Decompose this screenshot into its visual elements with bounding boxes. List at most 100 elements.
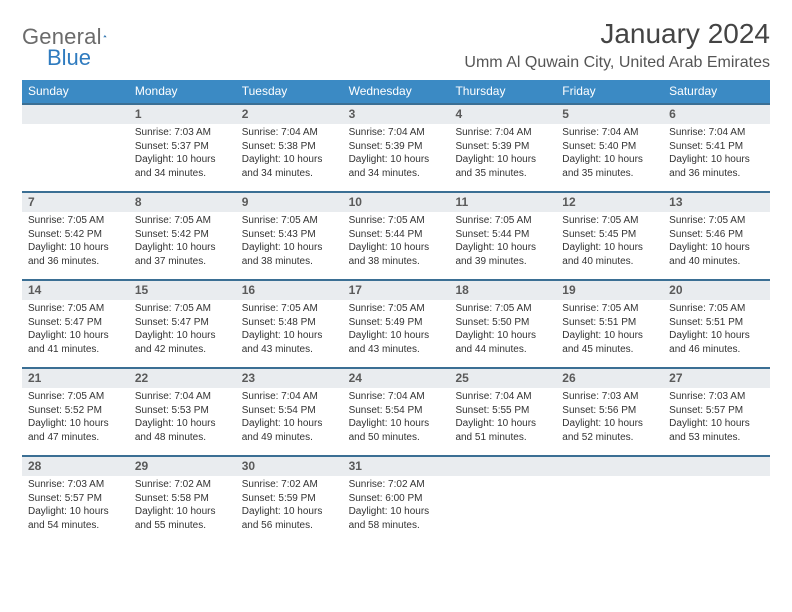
day-data xyxy=(556,476,663,482)
sunrise: Sunrise: 7:04 AM xyxy=(242,390,337,404)
sunset: Sunset: 5:58 PM xyxy=(135,492,230,506)
daylight: Daylight: 10 hours and 34 minutes. xyxy=(349,153,444,180)
sunset: Sunset: 5:38 PM xyxy=(242,140,337,154)
day-cell: 14Sunrise: 7:05 AMSunset: 5:47 PMDayligh… xyxy=(22,281,129,367)
daylight: Daylight: 10 hours and 38 minutes. xyxy=(349,241,444,268)
date-number: 11 xyxy=(449,193,556,212)
date-number: 24 xyxy=(343,369,450,388)
day-cell xyxy=(663,457,770,543)
location: Umm Al Quwain City, United Arab Emirates xyxy=(464,54,770,72)
sunrise: Sunrise: 7:05 AM xyxy=(455,302,550,316)
date-number: 16 xyxy=(236,281,343,300)
day-cell: 27Sunrise: 7:03 AMSunset: 5:57 PMDayligh… xyxy=(663,369,770,455)
daylight: Daylight: 10 hours and 58 minutes. xyxy=(349,505,444,532)
day-cell: 5Sunrise: 7:04 AMSunset: 5:40 PMDaylight… xyxy=(556,105,663,191)
month-title: January 2024 xyxy=(464,18,770,50)
day-cell: 3Sunrise: 7:04 AMSunset: 5:39 PMDaylight… xyxy=(343,105,450,191)
date-number xyxy=(556,457,663,476)
day-data: Sunrise: 7:05 AMSunset: 5:50 PMDaylight:… xyxy=(449,300,556,360)
sunset: Sunset: 5:37 PM xyxy=(135,140,230,154)
sunset: Sunset: 5:46 PM xyxy=(669,228,764,242)
date-number: 22 xyxy=(129,369,236,388)
day-cell: 13Sunrise: 7:05 AMSunset: 5:46 PMDayligh… xyxy=(663,193,770,279)
daylight: Daylight: 10 hours and 34 minutes. xyxy=(135,153,230,180)
week-row: 28Sunrise: 7:03 AMSunset: 5:57 PMDayligh… xyxy=(22,455,770,543)
sunrise: Sunrise: 7:03 AM xyxy=(135,126,230,140)
day-data xyxy=(663,476,770,482)
date-number: 14 xyxy=(22,281,129,300)
week-row: 7Sunrise: 7:05 AMSunset: 5:42 PMDaylight… xyxy=(22,191,770,279)
daylight: Daylight: 10 hours and 53 minutes. xyxy=(669,417,764,444)
sail-icon xyxy=(103,27,107,45)
day-cell: 23Sunrise: 7:04 AMSunset: 5:54 PMDayligh… xyxy=(236,369,343,455)
day-cell: 21Sunrise: 7:05 AMSunset: 5:52 PMDayligh… xyxy=(22,369,129,455)
day-data: Sunrise: 7:03 AMSunset: 5:37 PMDaylight:… xyxy=(129,124,236,184)
sunset: Sunset: 5:54 PM xyxy=(242,404,337,418)
day-cell: 2Sunrise: 7:04 AMSunset: 5:38 PMDaylight… xyxy=(236,105,343,191)
daylight: Daylight: 10 hours and 38 minutes. xyxy=(242,241,337,268)
sunrise: Sunrise: 7:03 AM xyxy=(28,478,123,492)
sunset: Sunset: 5:55 PM xyxy=(455,404,550,418)
sunrise: Sunrise: 7:05 AM xyxy=(562,214,657,228)
sunrise: Sunrise: 7:05 AM xyxy=(135,214,230,228)
day-cell: 6Sunrise: 7:04 AMSunset: 5:41 PMDaylight… xyxy=(663,105,770,191)
date-number: 31 xyxy=(343,457,450,476)
sunrise: Sunrise: 7:05 AM xyxy=(349,214,444,228)
day-data: Sunrise: 7:05 AMSunset: 5:46 PMDaylight:… xyxy=(663,212,770,272)
date-number: 1 xyxy=(129,105,236,124)
calendar-page: General January 2024 Umm Al Quwain City,… xyxy=(0,0,792,543)
sunset: Sunset: 5:47 PM xyxy=(135,316,230,330)
sunset: Sunset: 5:59 PM xyxy=(242,492,337,506)
daylight: Daylight: 10 hours and 46 minutes. xyxy=(669,329,764,356)
sunset: Sunset: 5:45 PM xyxy=(562,228,657,242)
day-data: Sunrise: 7:05 AMSunset: 5:47 PMDaylight:… xyxy=(129,300,236,360)
day-cell: 8Sunrise: 7:05 AMSunset: 5:42 PMDaylight… xyxy=(129,193,236,279)
sunrise: Sunrise: 7:05 AM xyxy=(242,214,337,228)
daylight: Daylight: 10 hours and 47 minutes. xyxy=(28,417,123,444)
day-data: Sunrise: 7:04 AMSunset: 5:39 PMDaylight:… xyxy=(343,124,450,184)
week-row: 21Sunrise: 7:05 AMSunset: 5:52 PMDayligh… xyxy=(22,367,770,455)
day-data xyxy=(22,124,129,130)
day-data: Sunrise: 7:05 AMSunset: 5:44 PMDaylight:… xyxy=(343,212,450,272)
daylight: Daylight: 10 hours and 35 minutes. xyxy=(455,153,550,180)
sunrise: Sunrise: 7:05 AM xyxy=(135,302,230,316)
day-cell: 25Sunrise: 7:04 AMSunset: 5:55 PMDayligh… xyxy=(449,369,556,455)
day-data: Sunrise: 7:04 AMSunset: 5:53 PMDaylight:… xyxy=(129,388,236,448)
sunset: Sunset: 5:57 PM xyxy=(669,404,764,418)
sunrise: Sunrise: 7:03 AM xyxy=(669,390,764,404)
date-number: 5 xyxy=(556,105,663,124)
calendar: Sunday Monday Tuesday Wednesday Thursday… xyxy=(22,80,770,543)
day-cell: 29Sunrise: 7:02 AMSunset: 5:58 PMDayligh… xyxy=(129,457,236,543)
sunrise: Sunrise: 7:05 AM xyxy=(562,302,657,316)
date-number: 9 xyxy=(236,193,343,212)
daylight: Daylight: 10 hours and 52 minutes. xyxy=(562,417,657,444)
day-data: Sunrise: 7:03 AMSunset: 5:56 PMDaylight:… xyxy=(556,388,663,448)
date-number: 8 xyxy=(129,193,236,212)
date-number xyxy=(449,457,556,476)
sunset: Sunset: 5:50 PM xyxy=(455,316,550,330)
daylight: Daylight: 10 hours and 43 minutes. xyxy=(349,329,444,356)
sunrise: Sunrise: 7:04 AM xyxy=(349,126,444,140)
title-block: January 2024 Umm Al Quwain City, United … xyxy=(464,18,770,72)
day-data: Sunrise: 7:04 AMSunset: 5:55 PMDaylight:… xyxy=(449,388,556,448)
day-data: Sunrise: 7:05 AMSunset: 5:48 PMDaylight:… xyxy=(236,300,343,360)
daylight: Daylight: 10 hours and 37 minutes. xyxy=(135,241,230,268)
sunrise: Sunrise: 7:04 AM xyxy=(455,390,550,404)
sunset: Sunset: 5:41 PM xyxy=(669,140,764,154)
day-data: Sunrise: 7:04 AMSunset: 5:39 PMDaylight:… xyxy=(449,124,556,184)
sunset: Sunset: 5:44 PM xyxy=(455,228,550,242)
day-cell: 11Sunrise: 7:05 AMSunset: 5:44 PMDayligh… xyxy=(449,193,556,279)
day-cell: 17Sunrise: 7:05 AMSunset: 5:49 PMDayligh… xyxy=(343,281,450,367)
sunset: Sunset: 5:51 PM xyxy=(562,316,657,330)
day-header: Friday xyxy=(556,80,663,103)
day-data: Sunrise: 7:05 AMSunset: 5:52 PMDaylight:… xyxy=(22,388,129,448)
sunset: Sunset: 5:47 PM xyxy=(28,316,123,330)
day-cell: 16Sunrise: 7:05 AMSunset: 5:48 PMDayligh… xyxy=(236,281,343,367)
daylight: Daylight: 10 hours and 40 minutes. xyxy=(562,241,657,268)
day-cell: 18Sunrise: 7:05 AMSunset: 5:50 PMDayligh… xyxy=(449,281,556,367)
day-header: Tuesday xyxy=(236,80,343,103)
sunrise: Sunrise: 7:02 AM xyxy=(242,478,337,492)
day-data: Sunrise: 7:03 AMSunset: 5:57 PMDaylight:… xyxy=(663,388,770,448)
day-cell xyxy=(449,457,556,543)
sunrise: Sunrise: 7:04 AM xyxy=(135,390,230,404)
